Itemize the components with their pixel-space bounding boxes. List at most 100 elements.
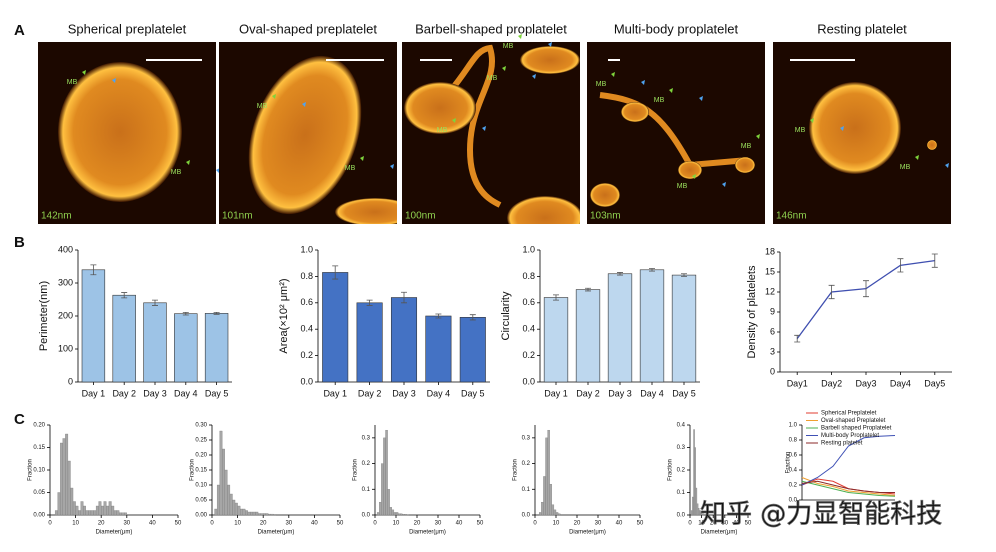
- bar: [112, 294, 136, 383]
- error-bar: [617, 272, 623, 276]
- y-axis-label: Density of platelets: [746, 265, 758, 358]
- error-bar: [401, 291, 407, 304]
- histogram-bar: [273, 514, 277, 516]
- x-tick-label: Day1: [787, 378, 808, 388]
- histogram-bar: [106, 505, 110, 516]
- error-bar: [828, 284, 835, 300]
- x-tick-label: Day 5: [672, 388, 696, 398]
- scale-label: 100nm: [405, 211, 436, 222]
- histogram-bar: [216, 484, 220, 516]
- x-tick-label: Day 3: [608, 388, 632, 398]
- y-tick-label: 0.0: [522, 513, 531, 519]
- histogram-bar: [265, 513, 269, 516]
- histogram-bar: [553, 509, 557, 516]
- bar: [639, 269, 665, 383]
- x-tick-label: 40: [616, 521, 623, 527]
- y-tick-label: 0.2: [522, 350, 535, 360]
- histogram-bar: [694, 447, 696, 516]
- histogram-bar: [75, 505, 79, 516]
- histogram-bar: [379, 501, 382, 516]
- histogram-bar: [255, 511, 259, 516]
- marker-arrow: [518, 34, 522, 39]
- y-tick-label: 1.0: [522, 244, 535, 254]
- bar: [390, 297, 418, 383]
- histogram-bar: [387, 489, 390, 516]
- y-tick-label: 0.4: [522, 324, 535, 334]
- y-tick-label: 400: [58, 244, 73, 254]
- cell-strand: [418, 44, 502, 208]
- micrograph-content: [248, 55, 397, 224]
- panel-label: A: [14, 22, 25, 39]
- y-tick-label: 0.10: [195, 483, 207, 489]
- histogram-bar: [263, 513, 266, 516]
- histogram-bar: [539, 512, 542, 516]
- x-tick-label: 40: [311, 521, 318, 527]
- bar: [607, 273, 633, 383]
- x-tick-label: 50: [477, 521, 484, 527]
- y-tick-label: 0: [68, 376, 73, 386]
- mb-label: MB: [171, 169, 182, 176]
- histogram-bar: [389, 507, 392, 516]
- x-tick-label: Day 2: [576, 388, 600, 398]
- y-tick-label: 0.2: [522, 461, 531, 467]
- y-tick-label: 15: [765, 266, 775, 276]
- histogram-bar: [234, 502, 238, 516]
- y-axis-label: Fraction: [28, 459, 34, 481]
- x-tick-label: Day5: [924, 378, 945, 388]
- histogram-bar: [545, 437, 548, 516]
- panel-label: C: [14, 411, 25, 428]
- error-bar: [152, 299, 158, 306]
- x-tick-label: Day 2: [358, 388, 382, 398]
- marker-arrow: [669, 88, 673, 93]
- histogram-bar: [260, 513, 264, 516]
- marker-arrow: [272, 94, 276, 99]
- x-tick-label: 20: [98, 521, 105, 527]
- micrograph-content: [790, 59, 937, 174]
- histogram-bar: [242, 508, 246, 516]
- marker-arrow: [112, 78, 116, 83]
- histogram-bar: [376, 512, 380, 516]
- histogram-bar: [395, 512, 399, 516]
- x-axis-label: Diameter(μm): [409, 530, 446, 536]
- error-bar: [863, 280, 869, 298]
- cell: [404, 82, 476, 134]
- y-tick-label: 0.6: [300, 297, 313, 307]
- line: [796, 260, 935, 340]
- histogram-bar: [222, 448, 225, 516]
- histogram-bar: [93, 510, 97, 516]
- y-tick-label: 300: [58, 277, 73, 287]
- histogram-bar: [85, 510, 89, 516]
- y-tick-label: 0.2: [789, 483, 798, 489]
- mb-label: MB: [795, 127, 806, 134]
- marker-arrow: [699, 96, 703, 101]
- bar: [204, 313, 229, 383]
- bar: [174, 313, 198, 383]
- histogram-bar: [693, 429, 695, 516]
- x-tick-label: Day 1: [544, 388, 568, 398]
- error-bar: [213, 311, 220, 315]
- marker-arrow: [810, 118, 814, 123]
- y-axis-label: Perimeter(nm): [38, 281, 50, 351]
- image-title: Oval-shaped preplatelet: [239, 21, 377, 36]
- x-tick-label: 50: [745, 521, 752, 527]
- histogram-bar: [393, 512, 397, 516]
- histogram-bar: [124, 512, 127, 516]
- legend-label: Spherical Preplatelet: [821, 411, 877, 417]
- error-bar: [897, 258, 904, 273]
- marker-arrow: [452, 118, 456, 123]
- x-tick-label: 40: [149, 521, 156, 527]
- y-tick-label: 12: [765, 286, 775, 296]
- y-axis-label: Fraction: [786, 452, 792, 474]
- histogram-bar: [240, 508, 243, 516]
- cell: [520, 46, 580, 74]
- error-bar: [585, 287, 591, 292]
- x-tick-label: Day 3: [143, 388, 167, 398]
- cell: [621, 102, 649, 122]
- y-tick-label: 0.6: [789, 453, 798, 459]
- x-tick-label: Day2: [821, 378, 842, 388]
- marker-arrow: [641, 80, 645, 85]
- watermark: 知乎 @力显智能科技: [700, 500, 942, 530]
- histogram-bar: [116, 510, 120, 516]
- bar: [425, 315, 452, 383]
- histogram-bar: [383, 437, 386, 516]
